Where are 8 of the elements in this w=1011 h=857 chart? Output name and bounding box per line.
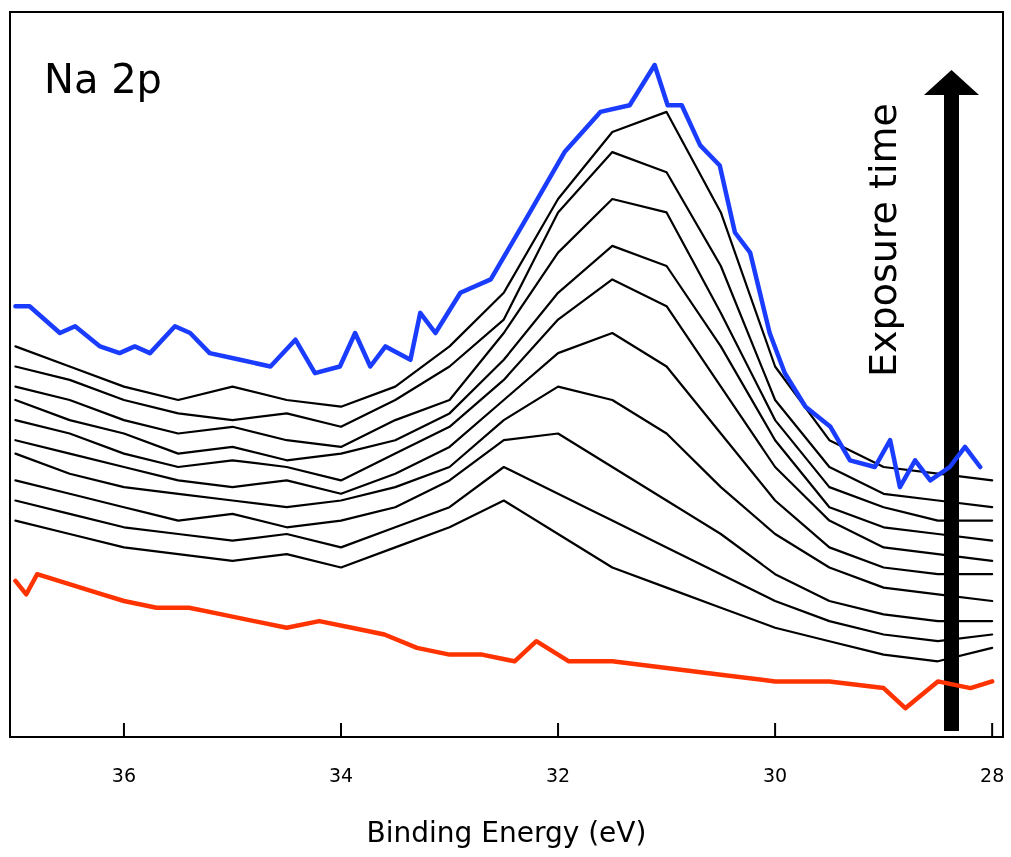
x-axis-title: Binding Energy (eV): [366, 816, 647, 849]
x-tick-label: 32: [545, 764, 571, 786]
x-tick-label: 30: [763, 764, 788, 786]
x-tick-label: 34: [328, 764, 354, 786]
annotation: Na 2p: [44, 56, 162, 102]
annotation: Exposure time: [861, 103, 905, 377]
x-tick-label: 28: [980, 764, 1005, 786]
x-tick-label: 36: [111, 764, 137, 786]
